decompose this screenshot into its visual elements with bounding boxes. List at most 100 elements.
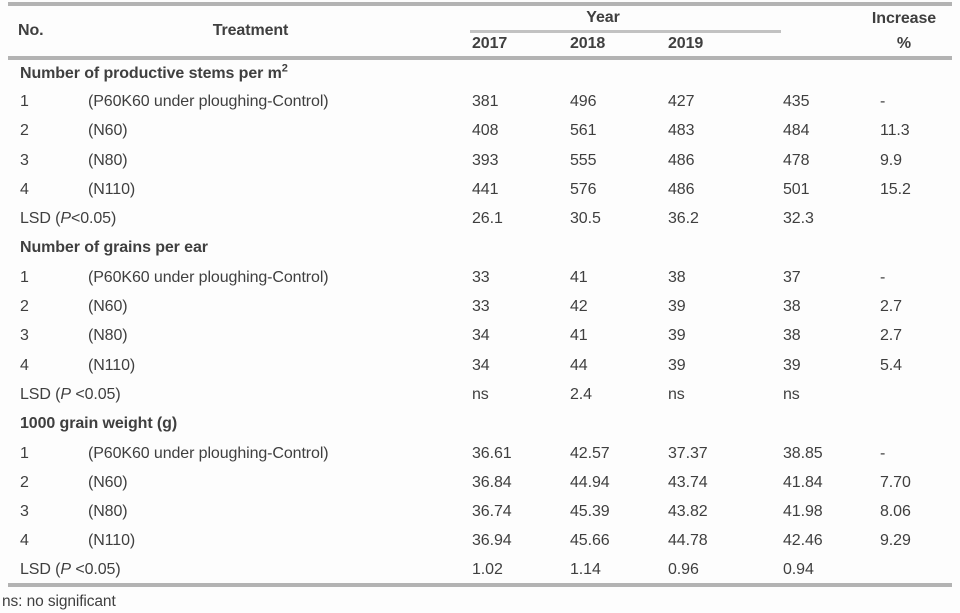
table-row: 4 (N110) 34 44 39 39 5.4 (8, 351, 952, 380)
lsd-row: LSD (P <0.05) ns 2.4 ns ns (8, 380, 952, 409)
cell-2019: 486 (668, 180, 695, 198)
lsd-label-p-italic: P (60, 560, 71, 578)
cell-increase: 2.7 (880, 298, 902, 316)
cell-2019: 0.96 (668, 560, 699, 578)
lsd-label-post: <0.05) (70, 385, 121, 403)
cell-average: 501 (783, 180, 810, 198)
cell-increase: 11.3 (880, 122, 910, 140)
cell-treatment: (N80) (88, 151, 128, 169)
cell-2019: 36.2 (668, 210, 699, 228)
lsd-label-p-italic: P (60, 210, 71, 228)
section-title: Number of grains per ear (8, 234, 952, 263)
cell-treatment: (N60) (88, 298, 128, 316)
cell-increase: 8.06 (880, 503, 911, 521)
header-year-2019: 2019 (668, 35, 704, 53)
cell-2018: 44.94 (570, 473, 610, 491)
footnote: ns: no significant (2, 593, 116, 611)
cell-no: 1 (20, 268, 29, 286)
cell-2017: 441 (472, 180, 499, 198)
cell-average: 38.85 (783, 444, 823, 462)
cell-average: 41.98 (783, 503, 823, 521)
header-year-2017: 2017 (472, 35, 508, 53)
cell-average: 41.84 (783, 473, 823, 491)
table-row: 3 (N80) 34 41 39 38 2.7 (8, 322, 952, 351)
cell-2017: 36.84 (472, 473, 512, 491)
cell-no: 4 (20, 180, 29, 198)
section-header-row: Number of productive stems per m2 (8, 58, 952, 87)
lsd-row: LSD (P<0.05) 26.1 30.5 36.2 32.3 (8, 204, 952, 233)
cell-average: 38 (783, 298, 801, 316)
cell-2019: 39 (668, 327, 686, 345)
section-title: 1000 grain weight (g) (8, 410, 952, 439)
cell-2017: 408 (472, 122, 499, 140)
cell-average: 39 (783, 356, 801, 374)
cell-2017: 33 (472, 268, 490, 286)
cell-2017: ns (472, 385, 489, 403)
section-title-text: Number of productive stems per m (20, 64, 282, 82)
cell-average: 435 (783, 92, 810, 110)
table-row: 2 (N60) 408 561 483 484 11.3 (8, 117, 952, 146)
cell-2019: 43.74 (668, 473, 708, 491)
cell-increase (856, 204, 952, 233)
cell-average: 32.3 (783, 210, 814, 228)
cell-increase (856, 556, 952, 585)
header-row-1: No. Treatment Year Increase (8, 4, 952, 39)
cell-2017: 26.1 (472, 210, 503, 228)
table-row: 4 (N110) 36.94 45.66 44.78 42.46 9.29 (8, 527, 952, 556)
cell-no: 2 (20, 473, 29, 491)
table-row: 1 (P60K60 under ploughing-Control) 36.61… (8, 439, 952, 468)
header-no: No. (18, 22, 44, 39)
cell-2017: 393 (472, 151, 499, 169)
cell-no: 4 (20, 356, 29, 374)
cell-no: 2 (20, 298, 29, 316)
section-header-row: 1000 grain weight (g) (8, 410, 952, 439)
cell-2018: 42 (570, 298, 588, 316)
header-year-group: Year (470, 4, 781, 33)
cell-2017: 36.74 (472, 503, 512, 521)
cell-2019: 43.82 (668, 503, 708, 521)
lsd-label: LSD (P<0.05) (8, 204, 470, 233)
header-year-2018: 2018 (570, 35, 606, 53)
cell-2017: 1.02 (472, 560, 503, 578)
cell-2017: 33 (472, 298, 490, 316)
cell-average: 42.46 (783, 532, 823, 550)
cell-no: 1 (20, 444, 29, 462)
cell-2019: 39 (668, 356, 686, 374)
lsd-label-p-italic: P (60, 385, 71, 403)
cell-2019: 39 (668, 298, 686, 316)
cell-no: 3 (20, 503, 29, 521)
cell-2019: 44.78 (668, 532, 708, 550)
cell-2018: 2.4 (570, 385, 592, 403)
cell-2018: 1.14 (570, 560, 601, 578)
cell-treatment: (N110) (88, 356, 136, 374)
cell-increase: 9.9 (880, 151, 902, 169)
cell-2018: 41 (570, 268, 588, 286)
header-increase-percent: % (896, 34, 912, 52)
table-row: 4 (N110) 441 576 486 501 15.2 (8, 175, 952, 204)
header-row-2: 2017 2018 2019 % (8, 31, 952, 58)
cell-average: 37 (783, 268, 801, 286)
cell-average: 484 (783, 122, 810, 140)
header-average-empty (781, 4, 856, 58)
cell-average: 0.94 (783, 560, 814, 578)
cell-2018: 45.39 (570, 503, 610, 521)
cell-2019: 483 (668, 122, 695, 140)
table-row: 3 (N80) 393 555 486 478 9.9 (8, 146, 952, 175)
cell-no: 3 (20, 151, 29, 169)
lsd-label: LSD (P <0.05) (8, 556, 470, 585)
cell-increase: - (880, 92, 886, 110)
cell-2017: 36.61 (472, 444, 512, 462)
cell-2017: 36.94 (472, 532, 512, 550)
section-title: Number of productive stems per m2 (8, 58, 952, 87)
section-title-text: 1000 grain weight (g) (20, 415, 178, 433)
lsd-label: LSD (P <0.05) (8, 380, 470, 409)
cell-2019: 427 (668, 92, 695, 110)
cell-treatment: (N80) (88, 503, 128, 521)
header-increase: Increase (871, 9, 937, 27)
cell-2019: 38 (668, 268, 686, 286)
cell-2017: 34 (472, 327, 490, 345)
cell-treatment: (N110) (88, 532, 136, 550)
cell-no: 3 (20, 327, 29, 345)
cell-2018: 42.57 (570, 444, 610, 462)
cell-2018: 44 (570, 356, 588, 374)
